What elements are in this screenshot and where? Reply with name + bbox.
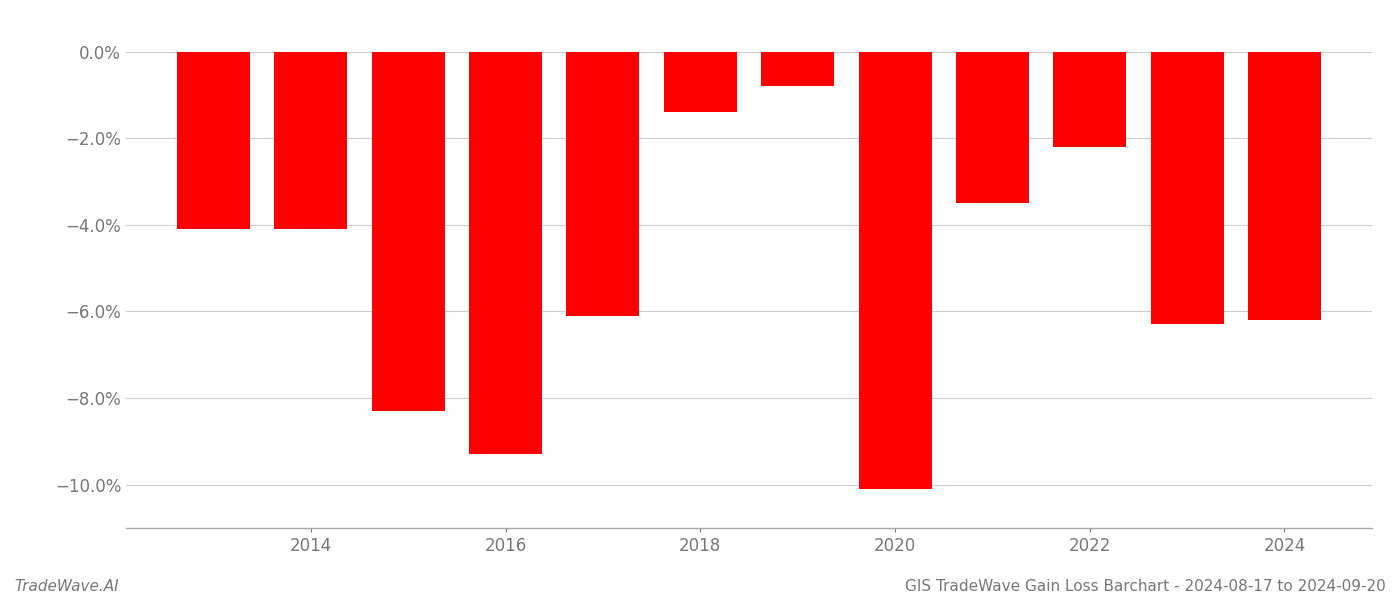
Bar [762,52,834,86]
Bar [858,52,931,489]
Bar [178,52,251,229]
Bar [372,52,445,411]
Bar [1151,52,1224,325]
Bar [1053,52,1126,147]
Text: TradeWave.AI: TradeWave.AI [14,579,119,594]
Bar [567,52,640,316]
Bar [1247,52,1320,320]
Bar [469,52,542,454]
Bar [664,52,736,112]
Bar [956,52,1029,203]
Text: GIS TradeWave Gain Loss Barchart - 2024-08-17 to 2024-09-20: GIS TradeWave Gain Loss Barchart - 2024-… [906,579,1386,594]
Bar [274,52,347,229]
